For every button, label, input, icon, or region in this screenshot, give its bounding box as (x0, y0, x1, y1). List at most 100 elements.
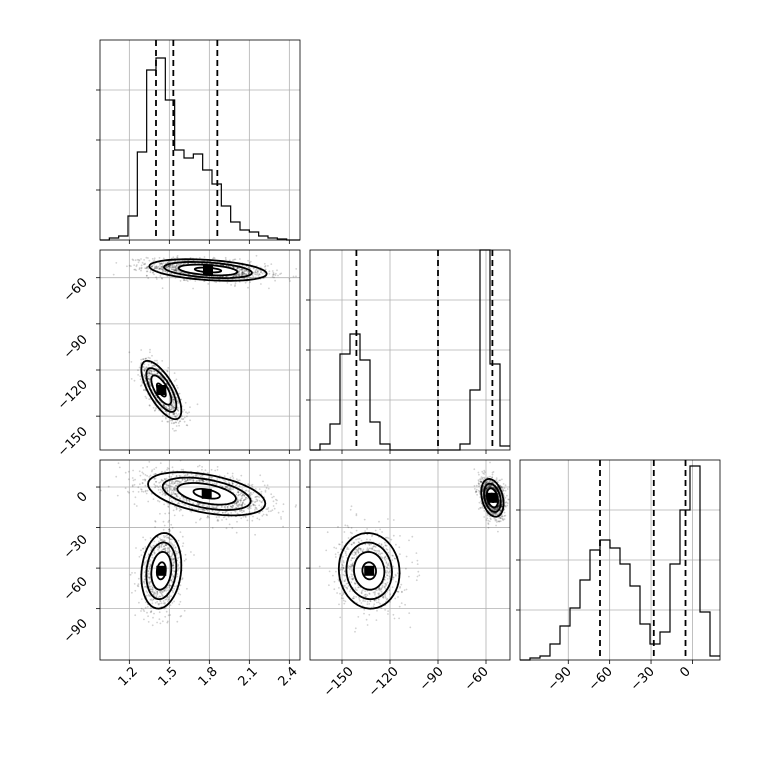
p5-sample-point (344, 552, 347, 555)
p3-sample-point (163, 589, 166, 591)
p3-sample-point (184, 504, 187, 506)
p3-sample-point (201, 479, 204, 482)
p3-sample-point (157, 536, 159, 539)
p2-sample-point (134, 259, 137, 262)
p2-sample-point (149, 373, 152, 376)
p3-sample-point (167, 584, 170, 587)
p5-xtick-label: −120 (366, 664, 402, 700)
p2-sample-point (148, 374, 150, 377)
p3-sample-point (246, 519, 249, 522)
p3-sample-point (151, 602, 154, 605)
p5-sample-point (477, 479, 480, 481)
p2-sample-point (271, 275, 274, 278)
p3-sample-point (167, 536, 170, 539)
p3-sample-point (148, 553, 150, 556)
p5-sample-point (500, 485, 503, 488)
p2-sample-point (247, 286, 249, 289)
p2-sample-point (156, 359, 158, 362)
p3-sample-point (170, 555, 173, 558)
p3-sample-point (168, 475, 171, 478)
p3-sample-point (202, 480, 205, 483)
p5-sample-point (474, 491, 477, 494)
p2-sample-point (272, 274, 274, 277)
p3-sample-point (133, 483, 136, 486)
p5-sample-point (374, 592, 376, 594)
p2-sample-point (174, 265, 177, 268)
p5-sample-point (353, 557, 356, 559)
p5-sample-point (358, 598, 361, 600)
p2-sample-point (234, 258, 237, 261)
p2-sample-point (174, 269, 177, 272)
p2-sample-point (180, 271, 183, 274)
p5-sample-point (485, 481, 488, 483)
p3-sample-point (173, 588, 176, 590)
p3-sample-point (177, 565, 180, 567)
p2-sample-point (161, 268, 164, 271)
p3-sample-point (168, 486, 171, 489)
p3-sample-point (235, 493, 238, 496)
p3-sample-point (175, 550, 178, 553)
p2-sample-point (137, 369, 139, 372)
p3-sample-point (236, 499, 239, 501)
p3-sample-point (181, 545, 184, 547)
p5-sample-point (501, 515, 504, 518)
p3-sample-point (166, 621, 169, 624)
p2-sample-point (172, 407, 175, 410)
p5-sample-point (366, 538, 368, 541)
p2-sample-point (161, 415, 164, 417)
p2-sample-point (150, 372, 152, 375)
p2-sample-point (150, 265, 153, 268)
p3-sample-point (151, 469, 154, 471)
p5-sample-point (339, 543, 341, 546)
p5-sample-point (391, 578, 394, 581)
p3-sample-point (167, 600, 169, 603)
p5-sample-point (374, 593, 376, 596)
p3-sample-point (267, 507, 270, 509)
p5-sample-point (344, 570, 346, 573)
p3-sample-point (239, 504, 242, 507)
p3-sample-point (149, 549, 152, 552)
p3-sample-point (158, 547, 161, 550)
p2-sample-point (178, 420, 181, 423)
p3-sample-point (245, 489, 248, 492)
p3-sample-point (151, 556, 154, 559)
p3-sample-point (157, 486, 160, 489)
p3-sample-point (170, 488, 173, 490)
p2-sample-point (128, 351, 131, 354)
p3-sample-point (188, 499, 191, 502)
p3-sample-point (142, 472, 145, 475)
p2-sample-point (176, 255, 179, 257)
p5-sample-point (342, 593, 345, 595)
p2-sample-point (186, 412, 189, 415)
p5-sample-point (505, 501, 508, 504)
p5-sample-point (388, 575, 391, 578)
p2-sample-point (177, 260, 179, 262)
p3-sample-point (144, 484, 147, 487)
p2-sample-point (162, 378, 164, 380)
p3-sample-point (273, 507, 276, 510)
p3-sample-point (163, 478, 166, 480)
p5-sample-point (364, 593, 366, 596)
p5-sample-point (487, 526, 490, 529)
p3-sample-point (172, 492, 175, 495)
p2-sample-point (153, 265, 156, 268)
p3-sample-point (173, 514, 176, 517)
p5-sample-point (483, 516, 486, 518)
p3-sample-point (178, 567, 181, 569)
p3-sample-point (179, 593, 182, 596)
p5-sample-point (372, 546, 374, 548)
p5-sample-point (481, 470, 484, 473)
p5-sample-point (365, 618, 368, 621)
p3-sample-point (172, 509, 175, 512)
p5-sample-point (344, 600, 347, 603)
p3-sample-point (172, 570, 174, 572)
p3-sample-point (172, 488, 175, 491)
p5-sample-point (398, 546, 401, 549)
p2-sample-point (149, 357, 151, 359)
p5-sample-point (401, 590, 403, 593)
p3-sample-point (175, 506, 178, 509)
p3-sample-point (239, 500, 242, 503)
p3-sample-point (142, 580, 145, 583)
p5-sample-point (345, 582, 348, 585)
p3-sample-point (183, 559, 186, 562)
